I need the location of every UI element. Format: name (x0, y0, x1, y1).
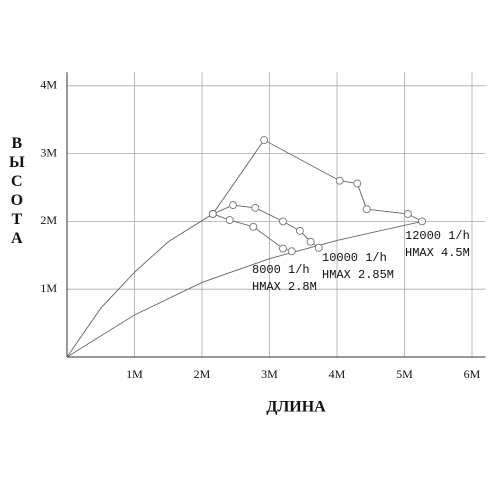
point-marker (362, 205, 371, 214)
annotation: 12000 1/h (405, 229, 470, 243)
point-marker (314, 243, 323, 252)
series-line (66, 220, 423, 358)
y-tick-label: 2M (40, 213, 57, 227)
y-tick-label: 3M (40, 145, 57, 159)
series-line (66, 213, 214, 358)
point-marker (251, 203, 260, 212)
x-tick-label: 3M (261, 367, 278, 381)
x-tick-label: 2M (194, 367, 211, 381)
point-marker (208, 209, 217, 218)
annotation: 8000 1/h (252, 263, 310, 277)
x-axis-title: ДЛИНА (266, 399, 326, 416)
point-marker (335, 176, 344, 185)
annotation: HMAX 2.8M (252, 280, 317, 294)
point-marker (295, 226, 304, 235)
point-marker (353, 179, 362, 188)
y-tick-label: 1M (40, 281, 57, 295)
point-marker (229, 201, 238, 210)
x-tick-label: 6M (464, 367, 481, 381)
point-marker (260, 136, 269, 144)
point-marker (418, 217, 426, 226)
point-marker (225, 216, 234, 224)
point-marker (403, 209, 412, 218)
annotation: HMAX 4.5M (405, 246, 470, 260)
point-marker (287, 247, 296, 256)
point-marker (279, 217, 287, 226)
y-tick-label: 4M (40, 78, 57, 92)
point-marker (279, 244, 287, 253)
x-tick-label: 1M (126, 367, 143, 381)
point-marker (306, 237, 315, 246)
annotation: HMAX 2.85M (322, 268, 394, 282)
y-axis-title: ВЫСОТА (8, 135, 25, 249)
series-line (212, 139, 423, 222)
point-marker (249, 222, 258, 231)
x-tick-label: 4M (329, 367, 346, 381)
x-tick-label: 5M (396, 367, 413, 381)
annotation: 10000 1/h (322, 251, 387, 265)
series-line (212, 204, 320, 249)
